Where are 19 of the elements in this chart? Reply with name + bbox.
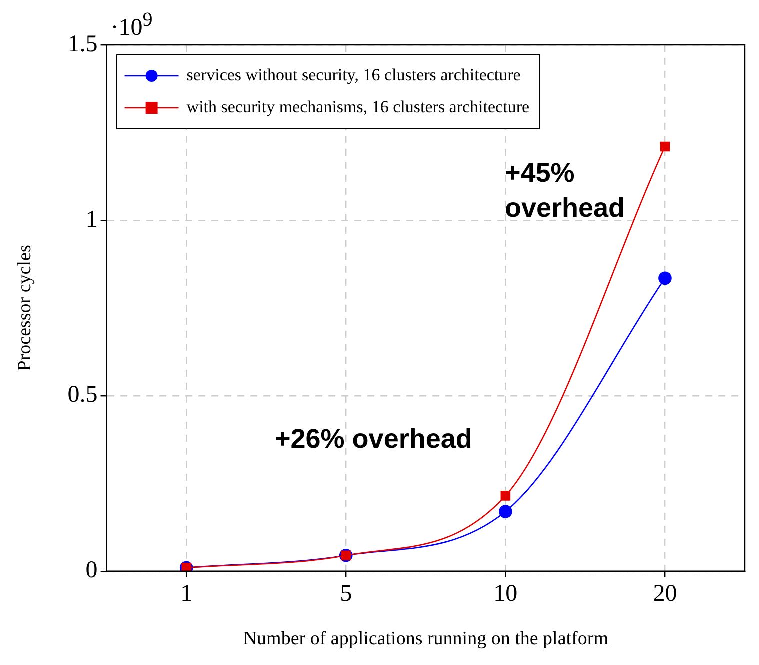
y-tick-label: 1: [86, 206, 98, 233]
y-axis-title: Processor cycles: [14, 245, 36, 372]
x-axis-title: Number of applications running on the platform: [243, 628, 609, 650]
x-tick-label: 20: [653, 581, 678, 608]
y-tick-label: 0: [86, 558, 98, 584]
point: [658, 272, 672, 286]
x-tick-label: 1: [180, 581, 193, 608]
x-tick-label: 5: [340, 581, 352, 608]
legend-label: with security mechanisms, 16 clusters architecture: [186, 97, 530, 116]
point: [660, 142, 670, 152]
annotation: +45% overhead: [505, 158, 626, 223]
annotation: +26% overhead: [275, 424, 472, 454]
point: [499, 505, 512, 518]
y-tick-label: 0.5: [68, 382, 98, 408]
legend-label: services without security, 16 clusters architecture: [186, 65, 521, 84]
x-tick-label: 10: [494, 581, 518, 608]
point: [500, 491, 511, 501]
text: ·10$^{9}$: [110, 9, 153, 42]
y-tick-label: 1.5: [68, 31, 98, 58]
